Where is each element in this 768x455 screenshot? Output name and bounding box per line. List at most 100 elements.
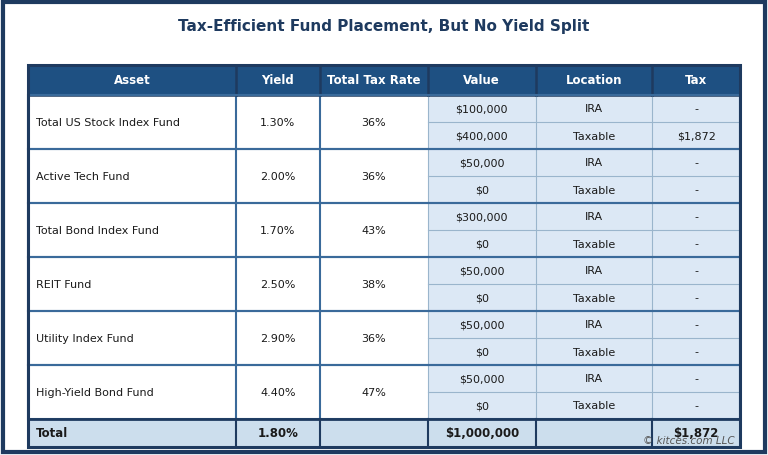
Text: $300,000: $300,000 bbox=[455, 212, 508, 222]
Text: $50,000: $50,000 bbox=[459, 266, 505, 276]
Bar bbox=[536, 365, 653, 419]
Bar bbox=[536, 203, 653, 258]
Text: -: - bbox=[694, 347, 698, 357]
Text: $0: $0 bbox=[475, 239, 488, 249]
Bar bbox=[28, 311, 236, 365]
Text: Taxable: Taxable bbox=[573, 400, 615, 410]
Text: IRA: IRA bbox=[585, 158, 603, 168]
Bar bbox=[236, 419, 319, 447]
Bar bbox=[536, 66, 653, 96]
Text: IRA: IRA bbox=[585, 374, 603, 384]
Text: Total: Total bbox=[36, 427, 68, 440]
Text: $100,000: $100,000 bbox=[455, 104, 508, 114]
Bar bbox=[236, 365, 319, 419]
Text: Total Bond Index Fund: Total Bond Index Fund bbox=[36, 226, 159, 236]
Text: $1,872: $1,872 bbox=[674, 427, 719, 440]
Text: $0: $0 bbox=[475, 293, 488, 303]
Bar bbox=[28, 258, 236, 311]
Text: 2.90%: 2.90% bbox=[260, 333, 296, 343]
Bar bbox=[236, 150, 319, 203]
Bar bbox=[653, 258, 740, 311]
Text: 1.30%: 1.30% bbox=[260, 118, 296, 128]
Text: -: - bbox=[694, 266, 698, 276]
Bar bbox=[653, 365, 740, 419]
Text: 43%: 43% bbox=[362, 226, 386, 236]
Bar bbox=[428, 311, 536, 365]
Text: Location: Location bbox=[566, 74, 622, 87]
Text: IRA: IRA bbox=[585, 212, 603, 222]
Bar bbox=[236, 66, 319, 96]
Bar bbox=[28, 203, 236, 258]
Bar bbox=[428, 150, 536, 203]
Text: $1,000,000: $1,000,000 bbox=[445, 427, 519, 440]
Text: -: - bbox=[694, 104, 698, 114]
Text: Taxable: Taxable bbox=[573, 347, 615, 357]
Text: © kitces.com LLC: © kitces.com LLC bbox=[644, 435, 735, 445]
Text: Tax: Tax bbox=[685, 74, 707, 87]
Bar bbox=[236, 96, 319, 150]
Text: $400,000: $400,000 bbox=[455, 131, 508, 141]
Bar bbox=[536, 258, 653, 311]
Bar bbox=[319, 150, 428, 203]
Text: -: - bbox=[694, 185, 698, 195]
Text: -: - bbox=[694, 239, 698, 249]
Bar bbox=[536, 311, 653, 365]
Bar bbox=[319, 96, 428, 150]
Text: Yield: Yield bbox=[261, 74, 294, 87]
Bar bbox=[653, 311, 740, 365]
Bar bbox=[653, 66, 740, 96]
Bar bbox=[319, 365, 428, 419]
Text: Taxable: Taxable bbox=[573, 131, 615, 141]
Text: REIT Fund: REIT Fund bbox=[36, 279, 91, 289]
Text: Value: Value bbox=[463, 74, 500, 87]
Text: 2.50%: 2.50% bbox=[260, 279, 296, 289]
Text: $50,000: $50,000 bbox=[459, 374, 505, 384]
Bar bbox=[28, 419, 236, 447]
Bar bbox=[536, 419, 653, 447]
Bar bbox=[428, 365, 536, 419]
Text: -: - bbox=[694, 293, 698, 303]
Bar bbox=[653, 419, 740, 447]
Text: $0: $0 bbox=[475, 400, 488, 410]
Bar bbox=[653, 203, 740, 258]
Text: 4.40%: 4.40% bbox=[260, 387, 296, 397]
Bar bbox=[236, 311, 319, 365]
Bar bbox=[428, 66, 536, 96]
Bar bbox=[319, 66, 428, 96]
Text: Taxable: Taxable bbox=[573, 293, 615, 303]
Bar bbox=[28, 258, 740, 311]
Text: -: - bbox=[694, 212, 698, 222]
Bar bbox=[319, 203, 428, 258]
Bar bbox=[236, 258, 319, 311]
Text: 36%: 36% bbox=[362, 333, 386, 343]
Text: Active Tech Fund: Active Tech Fund bbox=[36, 172, 130, 182]
Bar bbox=[653, 96, 740, 150]
Bar bbox=[536, 150, 653, 203]
Text: Total Tax Rate: Total Tax Rate bbox=[327, 74, 421, 87]
Text: 38%: 38% bbox=[362, 279, 386, 289]
Text: $50,000: $50,000 bbox=[459, 158, 505, 168]
Bar bbox=[28, 96, 740, 150]
Bar bbox=[236, 203, 319, 258]
Text: -: - bbox=[694, 320, 698, 330]
Text: 2.00%: 2.00% bbox=[260, 172, 296, 182]
Text: $0: $0 bbox=[475, 185, 488, 195]
Bar bbox=[319, 258, 428, 311]
Bar bbox=[28, 150, 236, 203]
Text: 1.80%: 1.80% bbox=[257, 427, 298, 440]
Text: IRA: IRA bbox=[585, 320, 603, 330]
Text: IRA: IRA bbox=[585, 266, 603, 276]
Text: -: - bbox=[694, 400, 698, 410]
Text: $0: $0 bbox=[475, 347, 488, 357]
Text: Utility Index Fund: Utility Index Fund bbox=[36, 333, 134, 343]
Bar bbox=[428, 258, 536, 311]
Text: Asset: Asset bbox=[114, 74, 151, 87]
Bar bbox=[319, 419, 428, 447]
Bar bbox=[28, 96, 236, 150]
Text: 36%: 36% bbox=[362, 172, 386, 182]
Bar bbox=[28, 365, 236, 419]
Bar bbox=[28, 150, 740, 203]
Text: 47%: 47% bbox=[362, 387, 386, 397]
Bar bbox=[28, 66, 740, 447]
Text: -: - bbox=[694, 374, 698, 384]
